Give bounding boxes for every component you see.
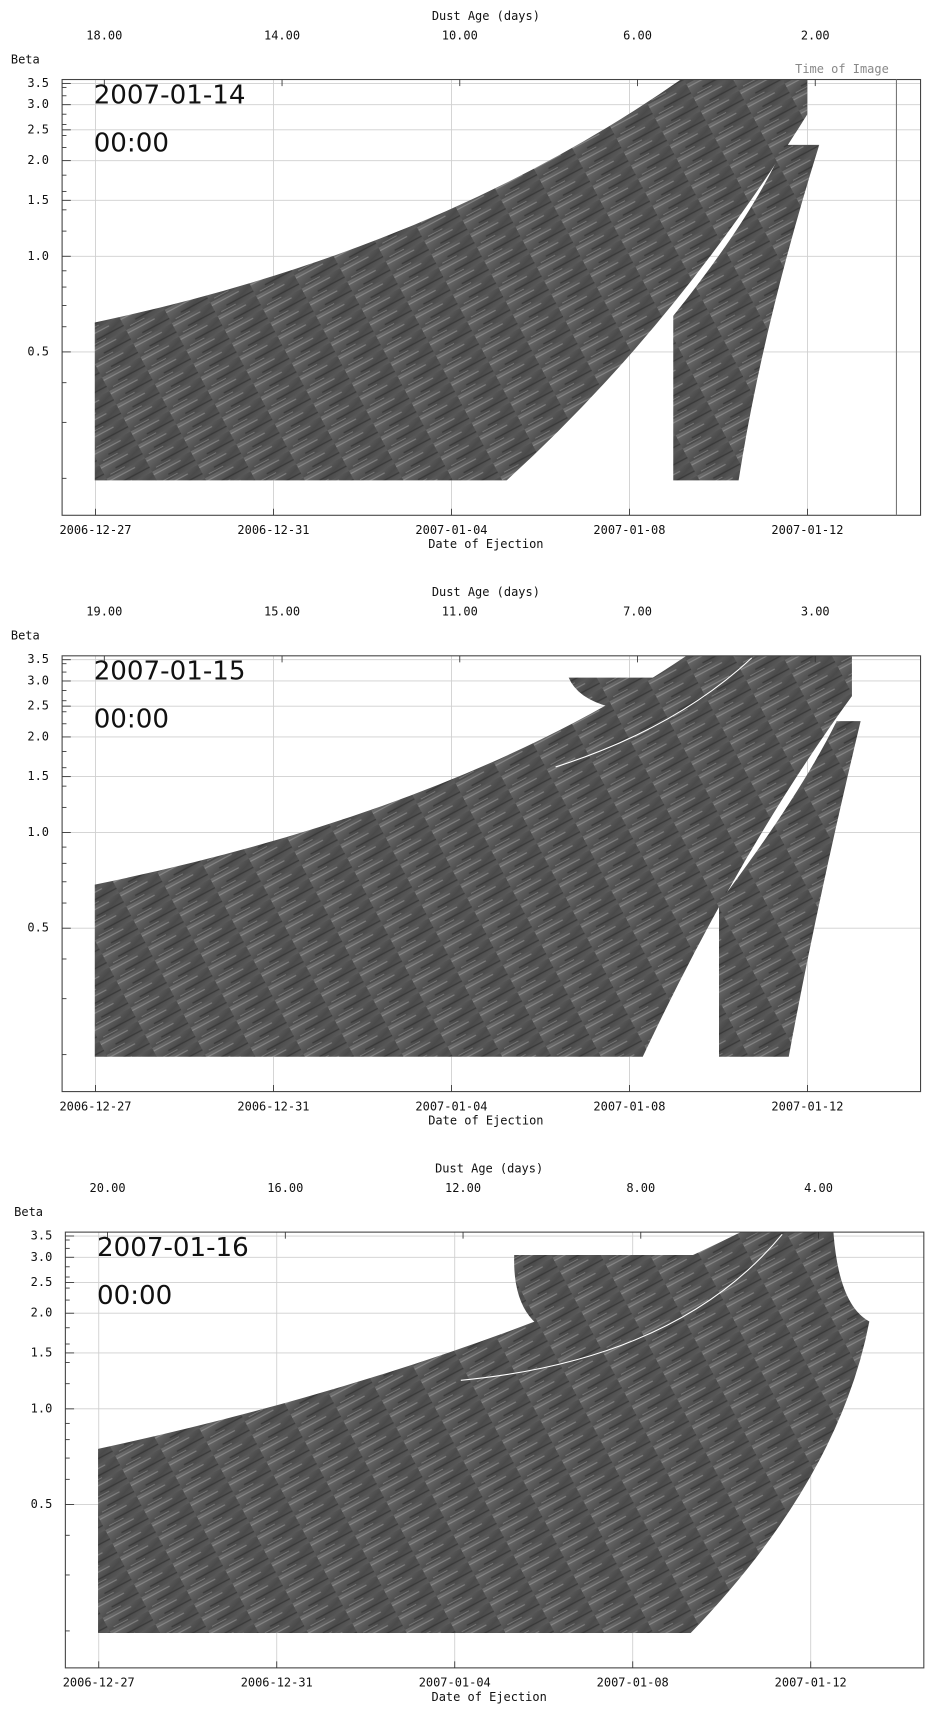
x-axis-label: Date of Ejection bbox=[428, 1113, 543, 1127]
y-tick-label: 2.0 bbox=[27, 729, 49, 743]
y-tick-label: 3.5 bbox=[27, 652, 49, 666]
x-tick-label: 2007-01-04 bbox=[415, 523, 487, 537]
x2-tick-label: 3.00 bbox=[801, 605, 830, 619]
y-tick-label: 2.0 bbox=[27, 153, 49, 167]
y-tick-label: 1.5 bbox=[31, 1345, 53, 1359]
y-tick-label: 3.0 bbox=[27, 673, 49, 687]
x-tick-label: 2007-01-12 bbox=[775, 1676, 847, 1690]
x2-tick-label: 19.00 bbox=[86, 605, 122, 619]
x-tick-label: 2006-12-31 bbox=[241, 1676, 313, 1690]
x-tick-label: 2006-12-27 bbox=[59, 1099, 131, 1113]
y-tick-label: 0.5 bbox=[27, 921, 49, 935]
y-tick-label: 3.5 bbox=[31, 1229, 53, 1243]
y-tick-label: 1.0 bbox=[27, 249, 49, 263]
x-tick-label: 2007-01-08 bbox=[593, 1099, 665, 1113]
x-tick-label: 2006-12-27 bbox=[59, 523, 131, 537]
x2-tick-label: 20.00 bbox=[90, 1181, 126, 1195]
x-tick-label: 2007-01-12 bbox=[771, 1099, 843, 1113]
panel: 0.5 1.0 1.5 2.0 2.5 3.0 3.5 2006-12-27 2006-12-3… bbox=[11, 585, 922, 1127]
x2-tick-label: 14.00 bbox=[264, 28, 300, 42]
x-tick-label: 2007-01-04 bbox=[415, 1099, 487, 1113]
y-tick-label: 0.5 bbox=[31, 1497, 53, 1511]
dust-map bbox=[98, 1232, 870, 1634]
panel: 0.5 1.0 1.5 2.0 2.5 3.0 3.5 2006-12-27 2006-12-3… bbox=[11, 9, 922, 551]
y-tick-label: 3.5 bbox=[27, 76, 49, 90]
y-axis-label: Beta bbox=[11, 52, 40, 66]
x-axis-label: Date of Ejection bbox=[428, 537, 543, 551]
x-tick-label: 2006-12-31 bbox=[237, 523, 309, 537]
panel: 0.5 1.0 1.5 2.0 2.5 3.0 3.5 2006-12-27 2006-12-3… bbox=[14, 1161, 925, 1704]
x2-tick-label: 8.00 bbox=[626, 1181, 655, 1195]
y-tick-label: 1.5 bbox=[27, 769, 49, 783]
annotation: 00:00 bbox=[97, 1281, 172, 1311]
y-axis-label: Beta bbox=[14, 1205, 43, 1219]
x2-tick-label: 15.00 bbox=[264, 605, 300, 619]
x2-tick-label: 6.00 bbox=[623, 28, 652, 42]
syndyne-line bbox=[555, 657, 753, 768]
annotation: 2007-01-14 bbox=[94, 80, 246, 110]
y-tick-label: 1.0 bbox=[31, 1401, 53, 1415]
x-tick-label: 2006-12-27 bbox=[63, 1676, 135, 1690]
dust-map bbox=[673, 144, 820, 481]
x2-tick-label: 16.00 bbox=[267, 1181, 303, 1195]
plot-frame bbox=[64, 1231, 925, 1669]
x2-axis-label: Dust Age (days) bbox=[435, 1161, 543, 1175]
x-tick-label: 2007-01-08 bbox=[593, 523, 665, 537]
y-tick-label: 2.0 bbox=[31, 1306, 53, 1320]
dust-map bbox=[94, 79, 808, 481]
y-tick-label: 3.0 bbox=[27, 97, 49, 111]
x-axis-label: Date of Ejection bbox=[431, 1690, 546, 1704]
y-tick-label: 2.5 bbox=[31, 1275, 53, 1289]
x2-tick-label: 2.00 bbox=[801, 28, 830, 42]
dust-map bbox=[719, 721, 861, 1057]
x2-tick-label: 11.00 bbox=[442, 605, 478, 619]
x2-tick-label: 4.00 bbox=[804, 1181, 833, 1195]
x-tick-label: 2007-01-08 bbox=[597, 1676, 669, 1690]
y-tick-label: 3.0 bbox=[31, 1250, 53, 1264]
y-tick-label: 2.5 bbox=[27, 699, 49, 713]
y-tick-label: 0.5 bbox=[27, 344, 49, 358]
dust-map bbox=[94, 655, 852, 1057]
y-tick-label: 2.5 bbox=[27, 122, 49, 136]
dust-map bbox=[514, 1254, 714, 1338]
dust-map bbox=[568, 677, 670, 709]
x2-tick-label: 18.00 bbox=[86, 28, 122, 42]
x2-tick-label: 12.00 bbox=[445, 1181, 481, 1195]
x-tick-label: 2006-12-31 bbox=[237, 1099, 309, 1113]
annotation: 00:00 bbox=[94, 128, 169, 158]
y-axis-label: Beta bbox=[11, 629, 40, 643]
x2-tick-label: 7.00 bbox=[623, 605, 652, 619]
annotation: 2007-01-15 bbox=[94, 657, 246, 687]
y-tick-label: 1.5 bbox=[27, 193, 49, 207]
annotation: 00:00 bbox=[94, 705, 169, 735]
annotation: 2007-01-16 bbox=[97, 1233, 249, 1263]
x2-axis-label: Dust Age (days) bbox=[432, 9, 540, 23]
plot-frame bbox=[61, 78, 922, 516]
x-tick-label: 2007-01-04 bbox=[419, 1676, 491, 1690]
y-tick-label: 1.0 bbox=[27, 825, 49, 839]
syndyne-line bbox=[460, 1233, 783, 1381]
x2-tick-label: 10.00 bbox=[442, 28, 478, 42]
x2-axis-label: Dust Age (days) bbox=[432, 585, 540, 599]
plot-frame bbox=[61, 655, 922, 1093]
x-tick-label: 2007-01-12 bbox=[771, 523, 843, 537]
time-of-image-label: Time of Image bbox=[795, 62, 889, 76]
